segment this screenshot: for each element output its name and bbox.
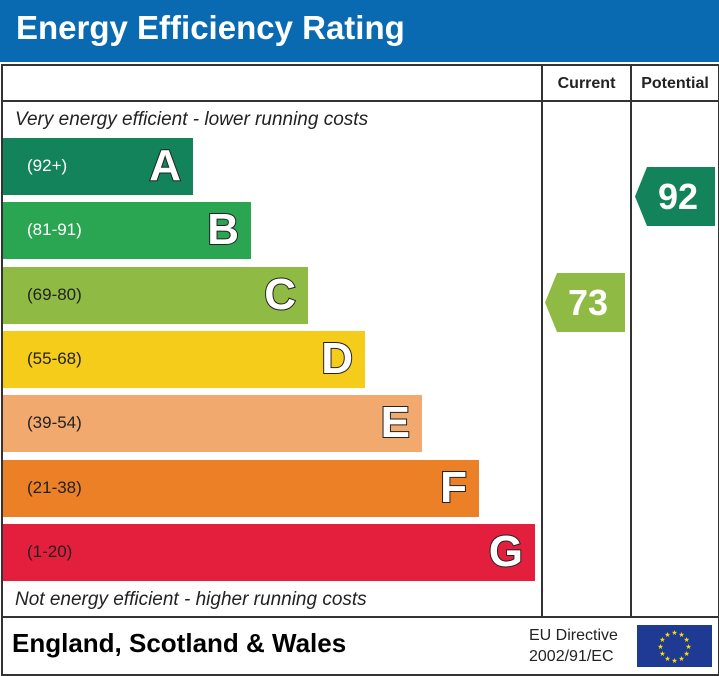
directive-line-2: 2002/91/EC <box>529 648 614 665</box>
star-icon: ★ <box>678 655 684 663</box>
star-icon: ★ <box>664 655 670 663</box>
top-note: Very energy efficient - lower running co… <box>15 109 369 130</box>
band-e: (39-54) E <box>3 395 422 453</box>
divider <box>541 64 543 617</box>
header-bar: Energy Efficiency Rating <box>0 0 719 62</box>
band-letter: D <box>320 333 354 384</box>
potential-column-header: Potential <box>641 75 709 92</box>
star-icon: ★ <box>657 643 663 651</box>
band-d: (55-68) D <box>3 330 365 388</box>
band-letter: C <box>263 269 297 320</box>
star-icon: ★ <box>683 650 689 658</box>
band-letter: F <box>439 462 468 513</box>
band-c: (69-80) C <box>3 266 308 324</box>
potential-rating-arrow: 92 <box>635 167 715 226</box>
star-icon: ★ <box>664 631 670 639</box>
band-letter: E <box>380 397 411 448</box>
band-b: (81-91) B <box>3 202 251 260</box>
band-range: (81-91) <box>27 220 82 240</box>
current-rating-arrow: 73 <box>545 273 625 332</box>
eu-flag-icon: ★★★★★★★★★ ★ ★★ <box>637 625 712 667</box>
divider <box>1 100 718 102</box>
page-title: Energy Efficiency Rating <box>16 9 405 46</box>
band-range: (21-38) <box>27 477 82 497</box>
bottom-note: Not energy efficient - higher running co… <box>15 589 367 610</box>
current-rating-value: 73 <box>567 282 609 323</box>
directive-line-1: EU Directive <box>529 627 618 644</box>
current-column-header: Current <box>557 75 616 92</box>
band-range: (69-80) <box>27 284 82 304</box>
band-range: (39-54) <box>27 413 82 433</box>
band-range: (92+) <box>27 156 68 175</box>
star-icon: ★ <box>659 636 665 644</box>
star-icon: ★ <box>671 629 677 637</box>
band-letter: A <box>148 140 182 191</box>
star-icon: ★ <box>683 636 689 644</box>
band-a: (92+) A <box>3 138 193 195</box>
star-icon: ★ <box>671 657 677 665</box>
band-letter: B <box>206 204 240 255</box>
divider <box>630 64 632 617</box>
band-f: (21-38) F <box>3 459 479 517</box>
star-icon: ★ <box>685 643 691 651</box>
band-g: (1-20) G <box>3 523 535 581</box>
band-range: (1-20) <box>27 541 73 561</box>
region-label: England, Scotland & Wales <box>12 628 347 658</box>
band-range: (55-68) <box>27 348 82 368</box>
divider <box>1 616 718 618</box>
star-icon: ★ <box>659 650 665 658</box>
potential-rating-value: 92 <box>657 176 699 217</box>
band-letter: G <box>488 526 524 577</box>
star-icon: ★ <box>678 631 684 639</box>
